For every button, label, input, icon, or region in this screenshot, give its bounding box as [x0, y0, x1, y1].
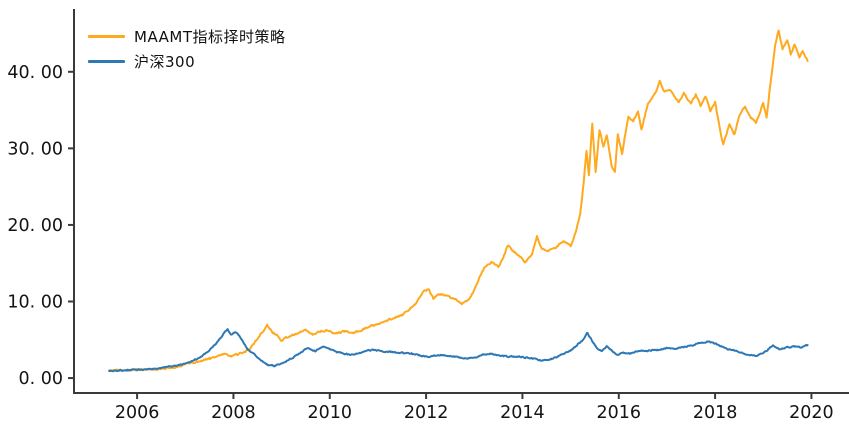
x-tick-label: 2008	[211, 403, 256, 423]
legend-item-hs300: 沪深300	[88, 52, 286, 71]
y-tick-label: 30. 00	[7, 139, 63, 159]
y-tick-label: 20. 00	[7, 216, 63, 236]
strategy-line-swatch	[88, 34, 125, 38]
y-tick-label: 40. 00	[7, 63, 63, 83]
legend: MAAMT指标择时策略 沪深300	[88, 27, 286, 71]
x-tick-label: 2012	[404, 403, 449, 423]
legend-label-hs300: 沪深300	[134, 52, 196, 71]
x-tick-label: 2006	[115, 403, 160, 423]
x-tick-label: 2010	[307, 403, 352, 423]
legend-label-strategy: MAAMT指标择时策略	[134, 27, 286, 46]
maamt-strategy-line	[108, 29, 809, 373]
axis-lines	[73, 9, 849, 394]
x-tick-label: 2016	[596, 403, 641, 423]
x-tick-label: 2018	[693, 403, 738, 423]
y-tick-label: 10. 00	[7, 292, 63, 312]
hs300-line	[108, 328, 809, 373]
hs300-line-swatch	[88, 59, 125, 63]
x-tick-label: 2014	[500, 403, 545, 423]
x-tick-label: 2020	[789, 403, 834, 423]
y-tick-label: 0. 00	[18, 369, 63, 389]
legend-item-strategy: MAAMT指标择时策略	[88, 27, 286, 46]
